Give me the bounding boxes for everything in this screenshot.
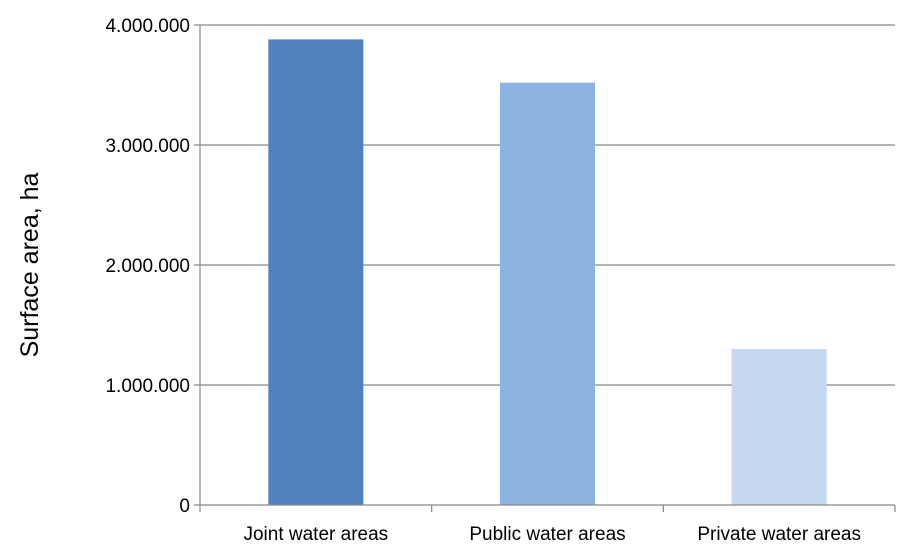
x-category-label: Private water areas bbox=[697, 524, 861, 545]
y-tick-label: 1.000.000 bbox=[105, 376, 190, 397]
y-tick-label: 3.000.000 bbox=[105, 136, 190, 157]
x-category-label: Public water areas bbox=[469, 524, 625, 545]
tick-labels: 0 1.000.000 2.000.000 3.000.000 4.000.000 Joi… bbox=[105, 16, 861, 545]
axes bbox=[194, 24, 896, 512]
y-tick-label: 4.000.000 bbox=[105, 16, 190, 37]
bar bbox=[731, 349, 827, 505]
bar bbox=[500, 82, 595, 505]
y-tick-label: 2.000.000 bbox=[105, 256, 190, 277]
y-tick-label: 0 bbox=[179, 496, 190, 517]
y-axis-title: Surface area, ha bbox=[16, 172, 44, 357]
x-category-label: Joint water areas bbox=[243, 524, 388, 545]
bar bbox=[268, 39, 364, 506]
bars bbox=[268, 39, 827, 506]
